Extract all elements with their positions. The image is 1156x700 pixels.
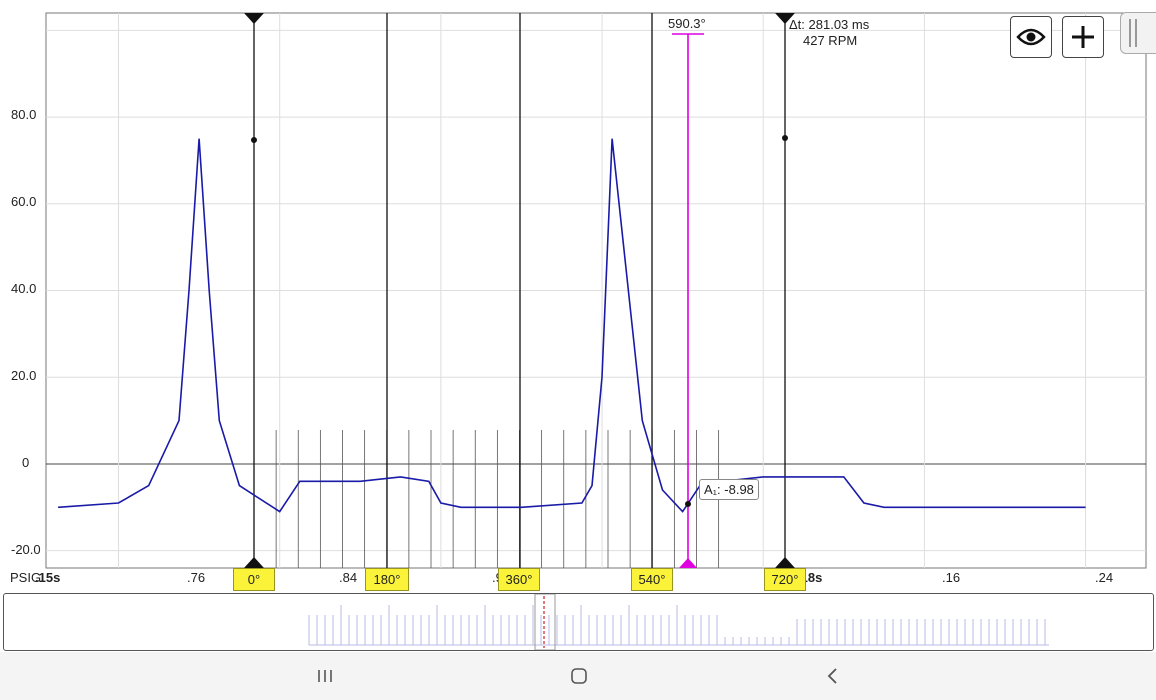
waveform-plot[interactable] bbox=[0, 0, 1156, 592]
cursor-handle-bottom bbox=[775, 557, 795, 568]
cursor-handle-top bbox=[244, 13, 264, 24]
peak-point bbox=[782, 135, 788, 141]
cursor-angle-label: 590.3° bbox=[668, 16, 706, 31]
x-tick-label: .16 bbox=[942, 570, 961, 585]
degree-marker-720[interactable]: 720° bbox=[764, 568, 806, 591]
delta-time: Δt: 281.03 ms bbox=[789, 17, 870, 32]
viewport-window bbox=[534, 594, 556, 650]
y-tick-label: 40.0 bbox=[11, 281, 37, 296]
eye-icon bbox=[1016, 28, 1046, 46]
y-tick-label: 20.0 bbox=[11, 368, 37, 383]
cursor-readout: A₁: -8.98 bbox=[699, 479, 759, 500]
scope-panel[interactable]: 80.0 60.0 40.0 20.0 0 -20.0 .15s PSIG .7… bbox=[0, 0, 1156, 592]
cursor-handle-bottom bbox=[244, 557, 264, 568]
delta-readout: Δt: 281.03 ms 427 RPM bbox=[789, 17, 869, 49]
overview-trace bbox=[308, 605, 1046, 645]
plus-icon bbox=[1072, 26, 1094, 48]
rpm-value: 427 RPM bbox=[803, 33, 858, 48]
degree-marker-360[interactable]: 360° bbox=[498, 568, 540, 591]
x-tick-label: .9 bbox=[492, 570, 503, 585]
peak-point bbox=[251, 137, 257, 143]
recent-apps-button[interactable] bbox=[310, 664, 340, 688]
cursor-point bbox=[685, 501, 691, 507]
x-tick-label: .84 bbox=[339, 570, 358, 585]
overview-timeline[interactable] bbox=[3, 593, 1154, 651]
y-tick-label: 80.0 bbox=[11, 107, 37, 122]
y-tick-label: -20.0 bbox=[11, 542, 41, 557]
back-button[interactable] bbox=[818, 664, 848, 688]
cursor-handle-top bbox=[775, 13, 795, 24]
add-button[interactable] bbox=[1062, 16, 1104, 58]
visibility-button[interactable] bbox=[1010, 16, 1052, 58]
y-tick-label: 60.0 bbox=[11, 194, 37, 209]
angle-cursor-handle bbox=[679, 558, 697, 568]
pressure-trace bbox=[58, 138, 1086, 513]
drag-handle-icon bbox=[1129, 19, 1137, 47]
y-tick-label: 0 bbox=[22, 455, 30, 470]
unit-label: PSIG bbox=[10, 570, 42, 585]
side-panel-handle[interactable] bbox=[1120, 12, 1156, 54]
overview-waveform[interactable] bbox=[4, 594, 1153, 650]
x-tick-label: .24 bbox=[1095, 570, 1114, 585]
x-tick-label: .15s bbox=[35, 570, 61, 585]
x-tick-label: .76 bbox=[187, 570, 206, 585]
degree-marker-0[interactable]: 0° bbox=[233, 568, 275, 591]
recent-apps-icon bbox=[318, 670, 332, 682]
system-navigation-bar bbox=[0, 652, 1156, 700]
home-icon bbox=[571, 668, 587, 684]
home-button[interactable] bbox=[564, 664, 594, 688]
degree-marker-540[interactable]: 540° bbox=[631, 568, 673, 591]
back-icon bbox=[827, 668, 837, 684]
degree-marker-180[interactable]: 180° bbox=[365, 568, 409, 591]
